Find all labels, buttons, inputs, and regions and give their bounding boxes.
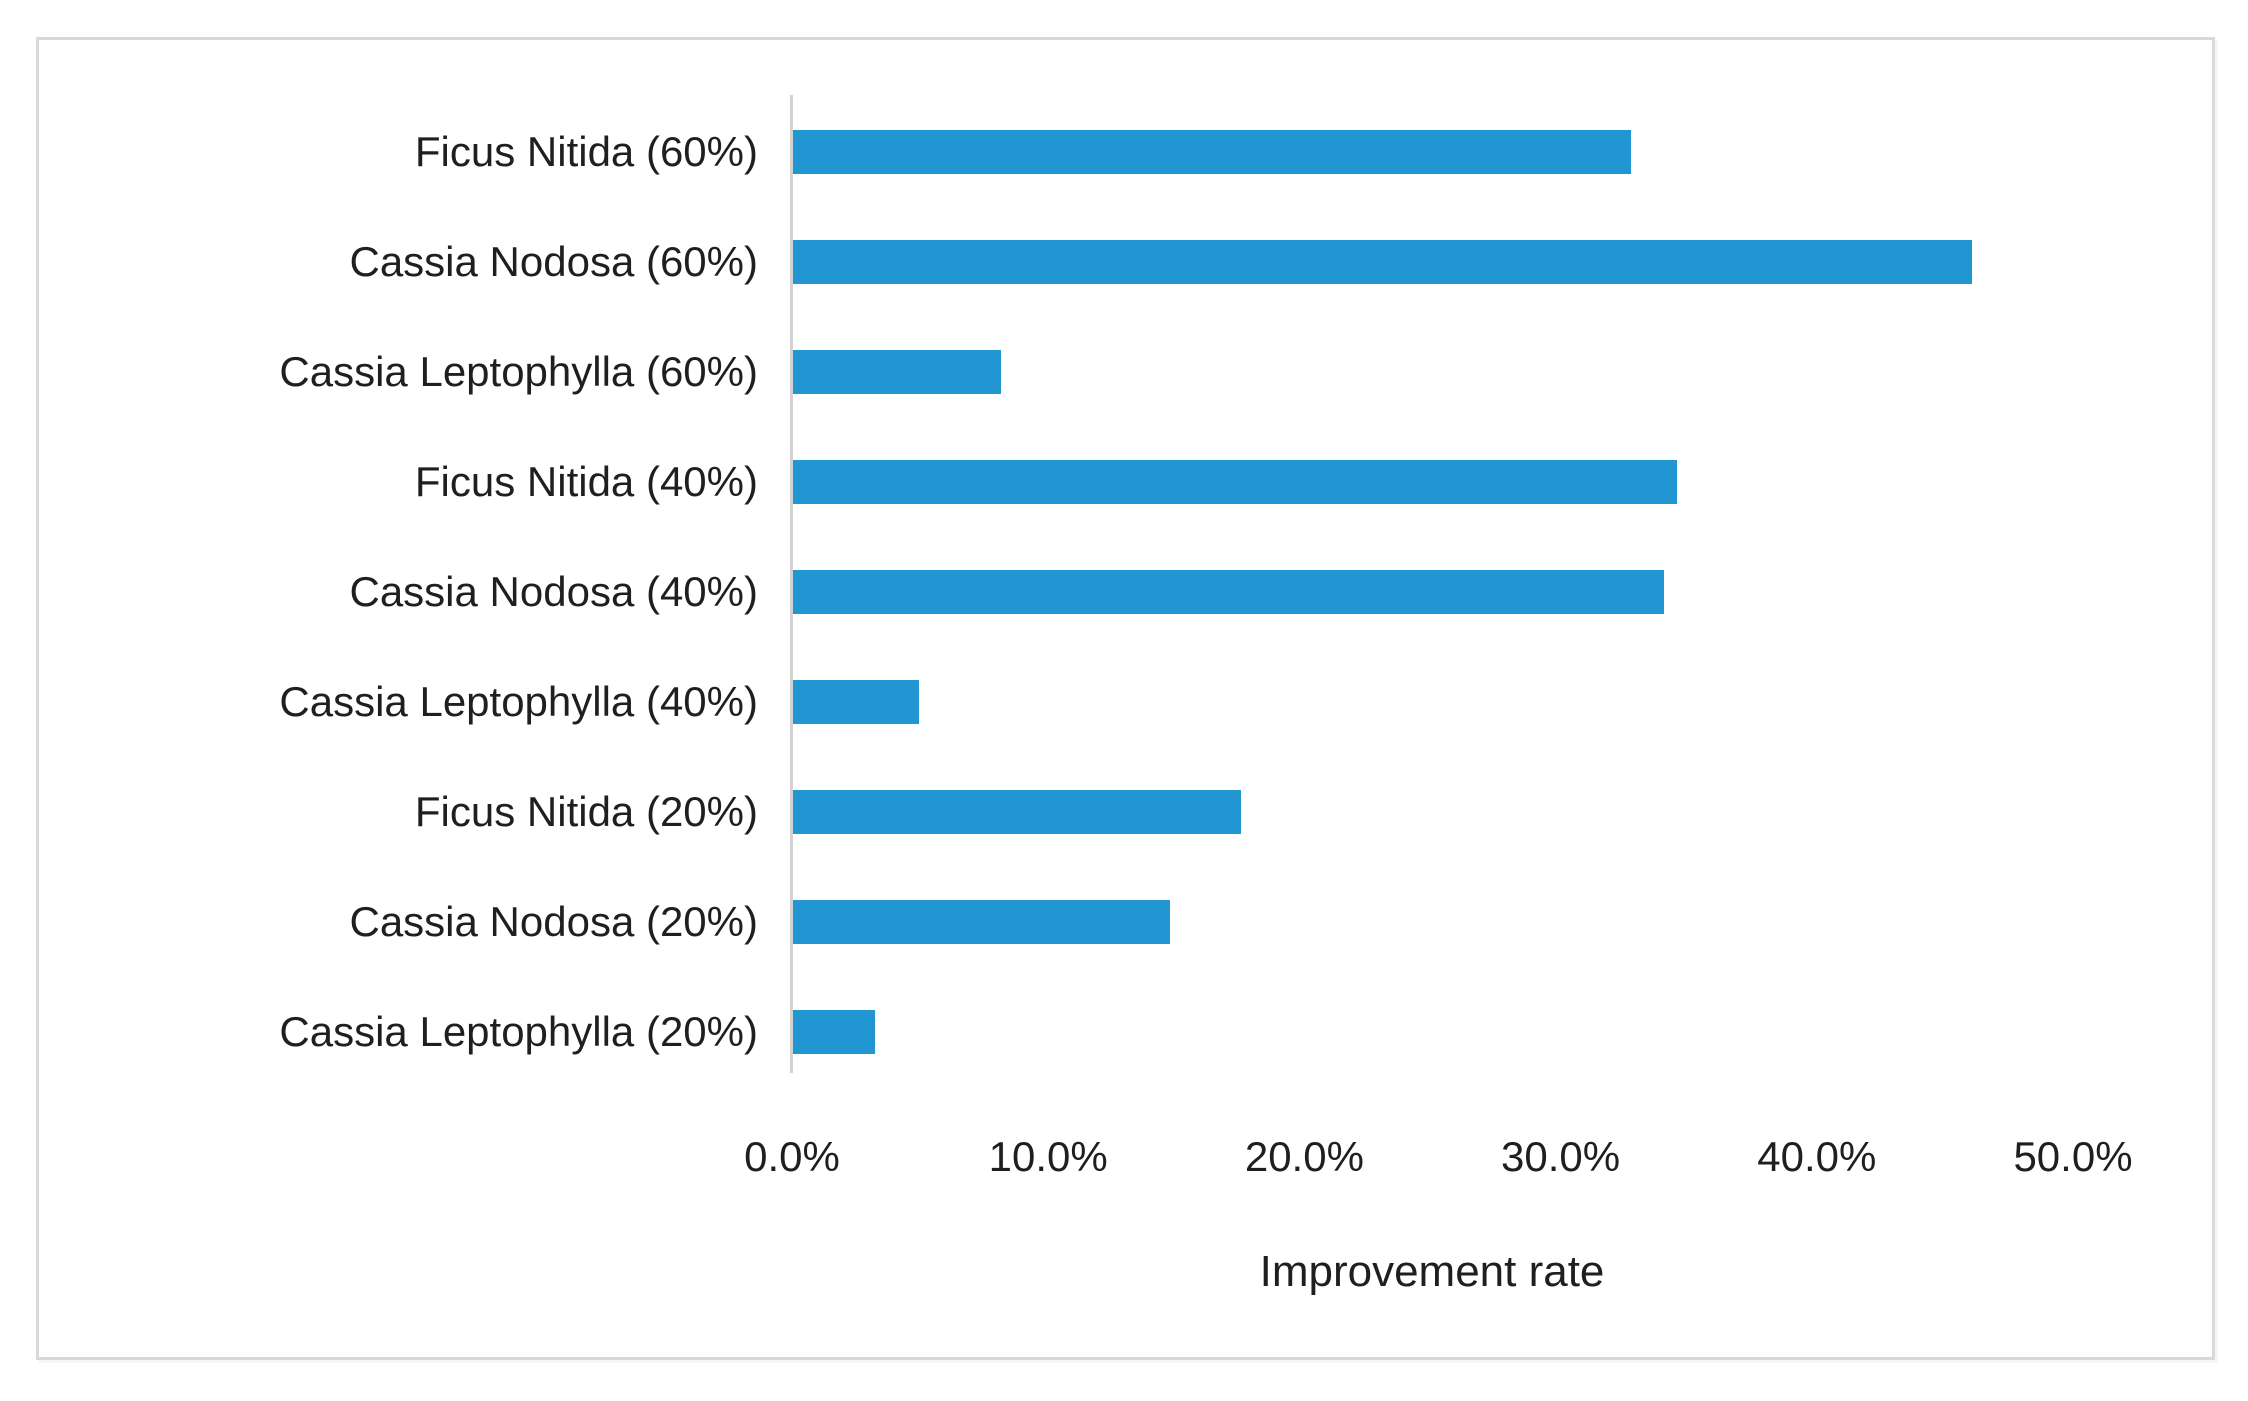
x-tick-label: 10.0% [988,1133,1108,1180]
bar [793,240,1972,284]
category-label: Cassia Nodosa (40%) [349,568,758,615]
bar [793,570,1664,614]
bar [793,790,1241,834]
category-label: Ficus Nitida (60%) [414,128,758,175]
bar [793,680,919,724]
x-tick-label: 20.0% [1244,1133,1364,1180]
y-axis-line [790,95,793,1073]
bar [793,1010,875,1054]
bar [793,460,1677,504]
category-label: Cassia Leptophylla (60%) [279,348,758,395]
bar [793,900,1170,944]
category-label: Ficus Nitida (20%) [414,788,758,835]
category-label: Cassia Nodosa (20%) [349,898,758,945]
category-label: Cassia Nodosa (60%) [349,238,758,285]
x-tick-label: 50.0% [2013,1133,2133,1180]
x-axis-title: Improvement rate [1259,1247,1605,1296]
category-label: Cassia Leptophylla (40%) [279,678,758,725]
category-label: Ficus Nitida (40%) [414,458,758,505]
category-label: Cassia Leptophylla (20%) [279,1008,758,1055]
x-tick-label: 30.0% [1501,1133,1621,1180]
bar [793,130,1631,174]
bar [793,350,1001,394]
x-tick-label: 0.0% [744,1133,840,1180]
x-tick-label: 40.0% [1757,1133,1877,1180]
